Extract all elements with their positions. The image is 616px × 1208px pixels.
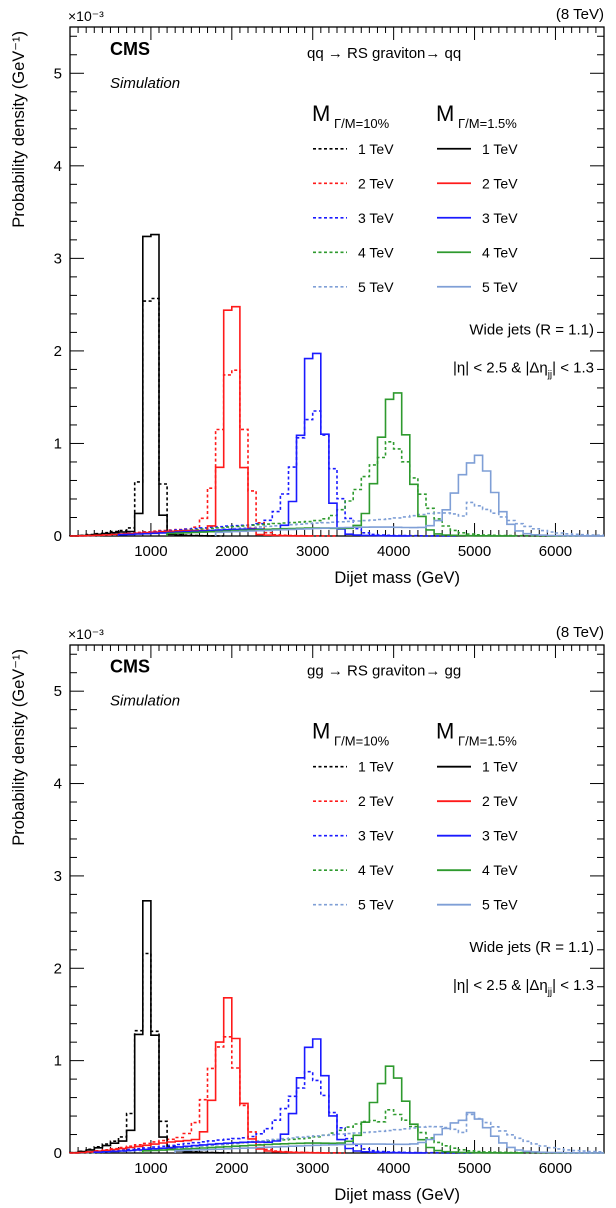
y-tick-label: 5 [54,683,62,700]
legend-header-narrow: M [436,719,454,744]
legend-label-wide: 5 TeV [358,897,394,913]
plot-frame [69,644,605,1154]
y-tick-label: 1 [54,1053,62,1070]
x-tick-label: 5000 [458,1160,491,1177]
series-narrow-3tev [93,1038,426,1154]
jets-label: Wide jets (R = 1.1) [469,939,594,956]
series-narrow-2tev [69,997,329,1154]
x-tick-label: 6000 [539,543,572,560]
jets-label: Wide jets (R = 1.1) [469,321,594,338]
series-narrow-2tev [70,305,313,537]
x-tick-label: 6000 [539,1160,572,1177]
chart-panel-1: 1000 2000 3000 4000 5000 6000 0 1 2 3 4 5 Dijet mass… [10,6,605,587]
legend-header-narrow-sub: Γ/M=1.5% [458,116,517,131]
legend-label-wide: 3 TeV [358,828,394,844]
energy-label: (8 TeV) [556,6,604,23]
y-axis-label: Probability density (GeV⁻¹) [10,649,28,846]
cuts-label: |η| < 2.5 & |Δηjj| < 1.3 [453,977,594,998]
cuts-text: |η| < 2.5 & |Δη [453,977,548,994]
cuts-subscript: jj [547,987,552,998]
cuts-subscript: jj [547,369,552,380]
legend-header-wide-sub: Γ/M=10% [334,116,390,131]
legend-label-wide: 1 TeV [358,141,394,157]
legend-header-wide: M [312,101,330,126]
series-narrow-1tev [69,900,224,1154]
x-tick-label: 5000 [458,543,491,560]
cuts-label: |η| < 2.5 & |Δηjj| < 1.3 [453,359,594,380]
legend-label-wide: 2 TeV [358,175,394,191]
series-wide-4tev [70,441,580,537]
axis-exponent: ×10⁻³ [68,8,104,24]
x-tick-label: 3000 [296,1160,329,1177]
x-tick-label: 2000 [215,543,248,560]
x-tick-label: 4000 [377,1160,410,1177]
series-narrow-4tev [142,1065,524,1154]
legend-label-wide: 5 TeV [358,279,394,295]
legend-label-narrow: 5 TeV [482,279,518,295]
legend-label-narrow: 5 TeV [482,897,518,913]
y-tick-label: 2 [54,343,62,360]
cms-label: CMS [110,657,150,677]
series-narrow-5tev [214,454,604,537]
y-tick-label: 5 [54,65,62,82]
axis-exponent: ×10⁻³ [68,626,104,642]
legend-label-wide: 3 TeV [358,210,394,226]
legend-label-narrow: 3 TeV [482,828,518,844]
cms-label: CMS [110,39,150,59]
series-narrow-1tev [69,233,216,537]
cuts-tail: | < 1.3 [552,359,594,376]
y-tick-label: 0 [54,1145,62,1162]
series-narrow-4tev [166,392,515,537]
x-tick-label: 4000 [377,543,410,560]
plot-frame [69,26,605,537]
y-tick-label: 4 [54,158,62,175]
y-tick-label: 0 [54,528,62,545]
legend-header-wide: M [312,719,330,744]
y-axis-label: Probability density (GeV⁻¹) [10,31,28,228]
chart-panel-2: 1000 2000 3000 4000 5000 6000 0 1 2 3 4 5 Dijet mass… [10,624,605,1204]
series-wide-1tev [69,297,224,537]
legend-label-narrow: 3 TeV [482,210,518,226]
cuts-text: |η| < 2.5 & |Δη [453,359,548,376]
legend-label-narrow: 2 TeV [482,175,518,191]
legend-label-wide: 4 TeV [358,244,394,260]
x-tick-label: 2000 [215,1160,248,1177]
legend-label-wide: 1 TeV [358,759,394,775]
y-tick-label: 3 [54,868,62,885]
series-narrow-3tev [117,352,410,537]
process-label: gg → RS graviton→ gg [307,663,461,680]
y-tick-label: 2 [54,960,62,977]
y-tick-label: 1 [54,435,62,452]
x-tick-label: 3000 [296,543,329,560]
simulation-label: Simulation [110,693,180,710]
legend-label-narrow: 1 TeV [482,759,518,775]
x-tick-label: 1000 [134,543,167,560]
cuts-tail: | < 1.3 [552,977,594,994]
series-narrow-5tev [174,1111,604,1154]
y-tick-label: 3 [54,250,62,267]
legend-label-narrow: 1 TeV [482,141,518,157]
legend-header-narrow-sub: Γ/M=1.5% [458,734,517,749]
x-axis-label: Dijet mass (GeV) [334,569,460,587]
legend-label-wide: 2 TeV [358,793,394,809]
x-axis-label: Dijet mass (GeV) [334,1186,460,1204]
legend-header-narrow: M [436,101,454,126]
legend-label-wide: 4 TeV [358,862,394,878]
x-tick-label: 1000 [134,1160,167,1177]
y-tick-label: 4 [54,776,62,793]
legend-label-narrow: 4 TeV [482,244,518,260]
legend-label-narrow: 4 TeV [482,862,518,878]
simulation-label: Simulation [110,75,180,92]
legend-label-narrow: 2 TeV [482,793,518,809]
energy-label: (8 TeV) [556,624,604,641]
legend-header-wide-sub: Γ/M=10% [334,734,390,749]
process-label: qq → RS graviton→ qq [307,45,461,62]
